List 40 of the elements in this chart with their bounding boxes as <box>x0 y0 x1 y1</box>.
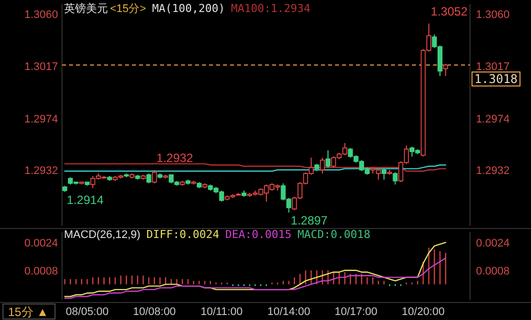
y2-tick-label: 1.2932 <box>476 164 510 177</box>
annotation: 1.2914 <box>66 192 104 207</box>
candlestick <box>320 157 325 174</box>
candlestick <box>392 172 398 186</box>
text: 15分 ▲ <box>8 305 49 319</box>
text: MACD:0.0018 <box>298 228 370 241</box>
y2-tick-label: 0.0024 <box>476 237 510 250</box>
x-tick-label: 08/05:00 <box>66 306 109 318</box>
candlestick <box>382 168 386 180</box>
y-tick-label: 1.2932 <box>24 164 58 177</box>
x-tick-label: 10/17:00 <box>334 306 378 318</box>
y2-tick-label: 1.3060 <box>476 8 510 21</box>
x-tick-label: 10/14:00 <box>267 306 310 318</box>
y2-tick-label: 1.2974 <box>476 114 510 126</box>
y2-tick-label: 0.0008 <box>476 265 510 278</box>
y2-tick-label: 1.3017 <box>476 61 510 74</box>
text: DEA:0.0015 <box>225 228 292 241</box>
y-tick-label: 1.2974 <box>24 114 58 126</box>
candlestick <box>146 173 152 184</box>
ref-line-label: 1.3018 <box>474 72 518 86</box>
annotation: 1.2932 <box>156 150 194 165</box>
y-tick-label: 0.0008 <box>24 265 58 278</box>
annotation: 1.3052 <box>430 4 468 19</box>
y-tick-label: 0.0024 <box>24 237 58 250</box>
annotation: MA(100,200) <box>152 2 225 15</box>
annotation: 1.2897 <box>290 214 328 228</box>
x-tick-label: 10/08:00 <box>132 306 176 318</box>
line-series <box>64 258 446 299</box>
text: MA100:1.2934 <box>230 2 311 15</box>
chart-subtitle: <15分> <box>110 3 146 15</box>
y-tick-label: 1.3060 <box>24 8 58 21</box>
chart-title: MACD(26,12,9) <box>64 229 140 241</box>
chart-title: 英镑美元 <box>64 2 108 15</box>
candlestick <box>443 63 448 76</box>
y-tick-label: 1.3017 <box>24 61 58 74</box>
text: DIFF:0.0024 <box>146 228 220 241</box>
candlestick <box>326 150 330 168</box>
x-tick-label: 10/11:00 <box>200 306 243 318</box>
candlestick <box>152 169 157 184</box>
x-tick-label: 10/20:00 <box>402 306 445 318</box>
